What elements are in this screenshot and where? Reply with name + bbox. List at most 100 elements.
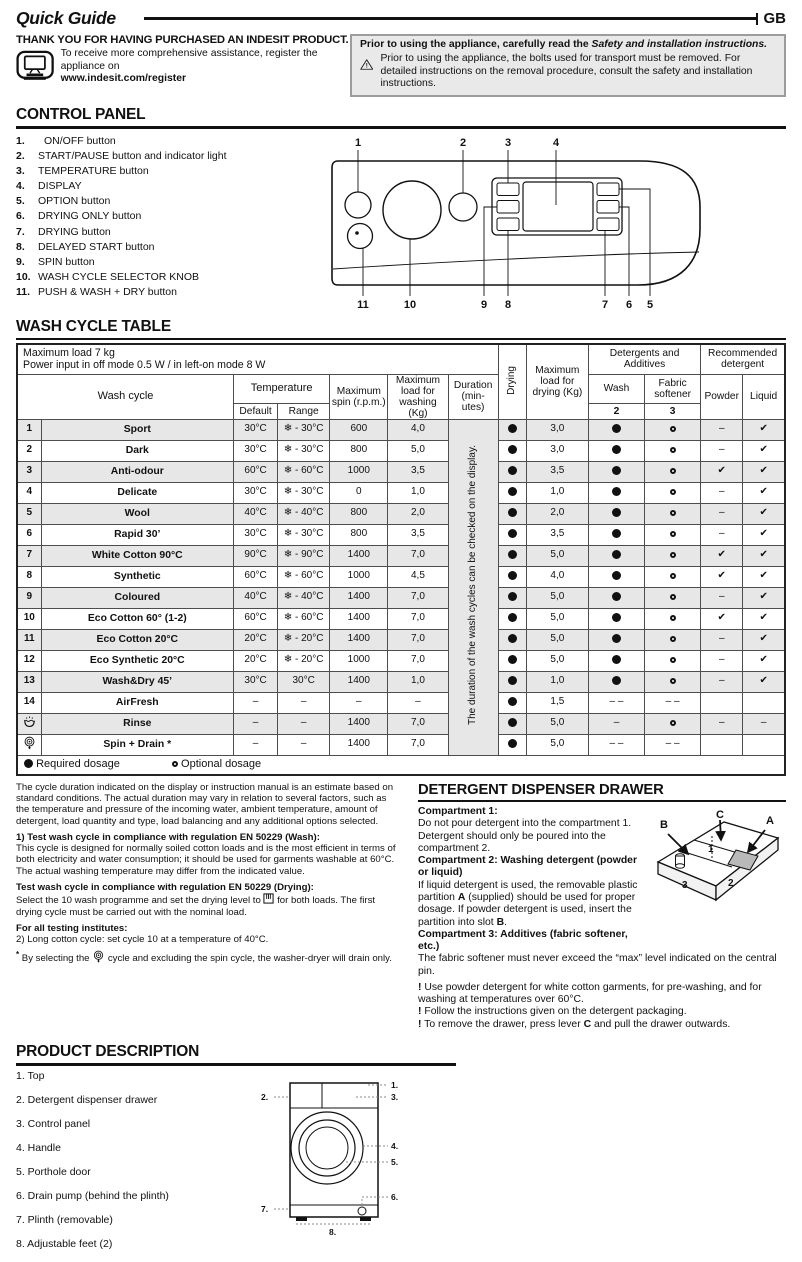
max-load-washing: 4,0: [387, 418, 449, 441]
register-text: To receive more comprehensive assistance…: [60, 48, 318, 72]
cycle-number: 9: [16, 586, 42, 609]
packaging-note: ! Follow the instructions given on the d…: [418, 1006, 687, 1018]
col-header-drying: Drying: [497, 343, 527, 420]
page-header: Quick Guide GB: [16, 8, 786, 29]
drying-dot: [497, 565, 527, 588]
cycle-name: Dark: [40, 439, 235, 462]
diagram-label-2: 2: [460, 137, 466, 149]
spin-drain-icon: [16, 733, 42, 756]
wash-table-heading: WASH CYCLE TABLE: [16, 317, 171, 335]
diagram-label-10: 10: [404, 299, 416, 309]
col-header-powder: Powder: [700, 373, 744, 420]
detergent-wash-dosage: – –: [587, 733, 646, 756]
drying-dot: [497, 607, 527, 630]
wash-cycle-row: 5 Wool 40°C ❄ - 40°C 800 2,0 2,0– ✔: [16, 502, 786, 525]
register-block: THANK YOU FOR HAVING PURCHASED AN INDESI…: [16, 34, 349, 97]
max-load-drying: 3,0: [525, 439, 589, 462]
product-part-item: 6. Drain pump (behind the plinth): [16, 1189, 169, 1202]
product-part-item: 5. Porthole door: [16, 1165, 91, 1178]
fabric-softener-dosage: [644, 460, 702, 483]
product-description-section: PRODUCT DESCRIPTION 1. Top 2. Detergent d…: [16, 1043, 456, 1262]
max-load-drying: 5,0: [525, 607, 589, 630]
cycle-number: 4: [16, 481, 42, 504]
warning-line1: Prior to using the appliance, carefully …: [360, 39, 768, 50]
cycle-number: 11: [16, 628, 42, 651]
drawer-label-b: B: [660, 819, 668, 831]
drying-dot: [497, 586, 527, 609]
liquid-recommended: [742, 733, 786, 756]
drying-dot: [497, 649, 527, 672]
max-load-drying: 5,0: [525, 733, 589, 756]
page-title: Quick Guide: [16, 8, 116, 28]
warning-line2: Prior to using the appliance, the bolts …: [380, 53, 753, 90]
max-load-drying: 4,0: [525, 565, 589, 588]
fabric-softener-dosage: – –: [644, 733, 702, 756]
compartment3-title: Compartment 3: Additives (fabric softene…: [418, 928, 628, 953]
wash-cycle-row: 4 Delicate 30°C ❄ - 30°C 0 1,0 1,0– ✔: [16, 481, 786, 504]
required-dosage-icon: [24, 759, 33, 769]
compartment3-body: The fabric softener must never exceed th…: [418, 953, 777, 977]
compartment2-body: If liquid detergent is used, the removab…: [418, 879, 638, 928]
max-load-drying: 5,0: [525, 712, 589, 735]
washer-callout-8: 8.: [329, 1227, 336, 1237]
col-header-wash-cycle: Wash cycle: [16, 373, 235, 420]
on-off-button: [344, 190, 372, 219]
cycle-number: 6: [16, 523, 42, 546]
washer-callout-7: 7.: [261, 1204, 268, 1214]
drying-dot: [497, 544, 527, 567]
detergent-section: DETERGENT DISPENSER DRAWER: [418, 782, 786, 1031]
control-panel-list-item: 11. PUSH & WASH + DRY button: [16, 286, 177, 299]
max-load-washing: –: [387, 691, 449, 714]
col-header-softener-num: 3: [644, 402, 702, 420]
max-load-drying: 1,0: [525, 670, 589, 693]
temp-range: ❄ - 30°C: [277, 439, 331, 462]
fabric-softener-dosage: – –: [644, 691, 702, 714]
detergent-wash-dosage: –: [587, 712, 646, 735]
control-panel-rule: [16, 125, 786, 129]
temp-range: ❄ - 60°C: [277, 460, 331, 483]
temp-default: 30°C: [233, 670, 279, 693]
liquid-recommended: ✔: [742, 439, 786, 462]
detergent-wash-dosage: [587, 607, 646, 630]
cupboard-dry-icon: [263, 893, 275, 904]
drying-dot: [497, 418, 527, 441]
powder-recommended: ✔: [700, 565, 744, 588]
liquid-recommended: ✔: [742, 502, 786, 525]
liquid-recommended: ✔: [742, 481, 786, 504]
powder-recommended: –: [700, 481, 744, 504]
drawer-number-2: 2: [728, 878, 734, 889]
max-load-drying: 3,0: [525, 418, 589, 441]
wash-cycle-row: 3 Anti-odour 60°C ❄ - 60°C 1000 3,5 3,5 ✔ ✔: [16, 460, 786, 483]
detergent-wash-dosage: [587, 502, 646, 525]
header-tick: [756, 12, 758, 25]
fabric-softener-dosage: [644, 439, 702, 462]
temp-range: ❄ - 60°C: [277, 565, 331, 588]
detergent-wash-dosage: [587, 649, 646, 672]
spin-drain-icon: [94, 950, 104, 963]
drying-dot: [497, 502, 527, 525]
duration-note: The duration of the wash cycles can be c…: [447, 418, 499, 756]
max-spin: 1400: [329, 670, 389, 693]
max-load-washing: 7,0: [387, 733, 449, 756]
max-spin: 1000: [329, 565, 389, 588]
wash-cycle-row: 6 Rapid 30’ 30°C ❄ - 30°C 800 3,5 3,5– ✔: [16, 523, 786, 546]
temp-default: –: [233, 733, 279, 756]
temp-range: –: [277, 712, 331, 735]
compartment1-body: Do not pour detergent into the compartme…: [418, 818, 632, 854]
drying-dot: [497, 670, 527, 693]
liquid-recommended: ✔: [742, 523, 786, 546]
max-spin: 1400: [329, 628, 389, 651]
cycle-number: 12: [16, 649, 42, 672]
fabric-softener-dosage: [644, 418, 702, 441]
powder-recommended: –: [700, 712, 744, 735]
col-header-temperature: Temperature: [233, 373, 331, 404]
col-header-liquid: Liquid: [742, 373, 786, 420]
temperature-button: [496, 182, 520, 196]
col-header-load-washing: Maximum load for washing (Kg): [387, 373, 449, 420]
wash-cycle-row: 1 Sport 30°C ❄ - 30°C 600 4,0 The duration of …: [16, 418, 786, 756]
control-panel-list: 1. ON/OFF button 2. START/PAUSE button and …: [16, 133, 320, 309]
max-load-washing: 7,0: [387, 607, 449, 630]
drying-dot: [497, 733, 527, 756]
col-header-recommended: Recommended detergent: [700, 343, 786, 375]
control-panel-diagram: 1 2 3 4 11 10 9 8 7 6 5: [331, 137, 701, 309]
